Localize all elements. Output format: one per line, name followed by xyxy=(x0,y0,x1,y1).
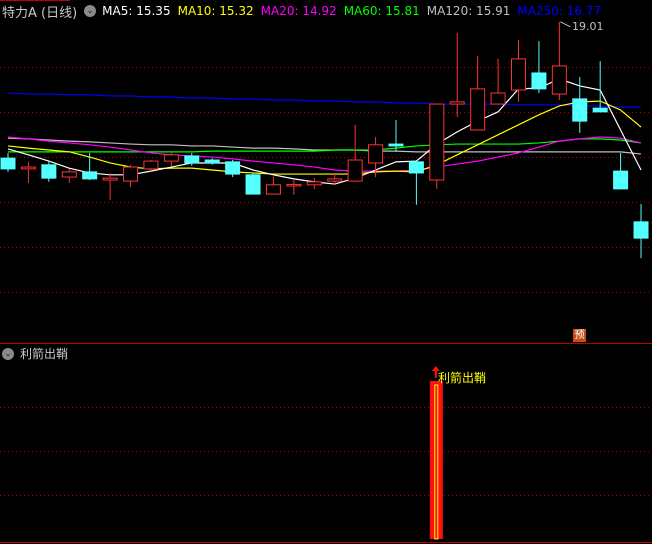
candle xyxy=(572,77,588,133)
candle-body xyxy=(102,177,118,181)
candle-body xyxy=(286,183,302,187)
candle xyxy=(0,152,16,172)
candle-body xyxy=(490,92,506,105)
candle xyxy=(511,40,526,102)
candle-body xyxy=(184,155,200,164)
ma10-label: MA10: 15.32 xyxy=(177,4,254,18)
candle-body xyxy=(143,160,159,170)
candle xyxy=(490,58,506,105)
candle-body xyxy=(592,107,608,113)
ma5-label: MA5: 15.35 xyxy=(102,4,171,18)
ma250-label: MA250: 16.77 xyxy=(517,4,602,18)
candle-body xyxy=(61,171,77,178)
candle-body xyxy=(82,171,98,180)
candle-body xyxy=(163,154,179,162)
candle xyxy=(286,180,302,195)
candle xyxy=(163,152,179,166)
candle xyxy=(123,164,139,188)
candle-body xyxy=(449,101,465,105)
ma120-label: MA120: 15.91 xyxy=(426,4,511,18)
forecast-badge[interactable]: 预 xyxy=(573,329,586,342)
signal-bar-inner xyxy=(434,384,439,540)
candle-body xyxy=(429,103,445,181)
candle-body xyxy=(0,157,16,170)
indicator-header: ⌄ 利箭出鞘 xyxy=(2,345,68,362)
candle xyxy=(633,204,649,259)
candle xyxy=(470,55,486,131)
candle xyxy=(368,137,384,178)
chevron-down-icon[interactable]: ⌄ xyxy=(84,5,97,17)
high-price-annotation: 19.01 xyxy=(572,20,604,33)
arrow-up-icon xyxy=(431,366,440,378)
candle xyxy=(429,103,445,189)
candle-body xyxy=(327,178,343,182)
candle-body xyxy=(347,159,363,182)
candle xyxy=(592,61,608,113)
candle xyxy=(102,172,118,200)
candle xyxy=(613,152,629,190)
candle-body xyxy=(245,174,261,195)
candle-body xyxy=(613,170,629,190)
candle xyxy=(225,160,241,178)
candle xyxy=(551,21,567,100)
candle xyxy=(82,152,98,180)
high-marker-pointer xyxy=(560,21,571,28)
ma20-label: MA20: 14.92 xyxy=(260,4,337,18)
chevron-down-icon[interactable]: ⌄ xyxy=(2,347,14,360)
indicator-title[interactable]: 利箭出鞘 xyxy=(20,347,69,361)
candle xyxy=(449,32,465,118)
candle-body xyxy=(572,98,588,122)
candle xyxy=(41,161,57,182)
signal-label: 利箭出鞘 xyxy=(438,371,487,385)
signal-bar xyxy=(429,381,443,539)
candle xyxy=(408,161,424,205)
candle xyxy=(204,158,220,165)
ma-line-ma10 xyxy=(7,100,642,175)
candle-body xyxy=(306,181,322,186)
candle-body xyxy=(41,164,57,179)
candle xyxy=(265,177,281,195)
candle xyxy=(306,178,322,189)
candle-body xyxy=(633,221,649,239)
ma60-label: MA60: 15.81 xyxy=(343,4,420,18)
candle-body xyxy=(511,58,526,91)
candle-body xyxy=(551,65,567,95)
candle-body xyxy=(204,159,220,164)
candle xyxy=(143,160,159,172)
candle-body xyxy=(123,166,139,182)
ma-line-ma60 xyxy=(8,138,642,153)
ma-line-ma20 xyxy=(7,136,642,172)
candle xyxy=(327,172,343,185)
candle xyxy=(20,161,36,183)
ma-line-ma250 xyxy=(7,92,642,108)
candle-body xyxy=(265,184,281,195)
candle-body xyxy=(408,161,424,174)
candle-body xyxy=(20,166,36,170)
candle xyxy=(184,152,200,166)
candle xyxy=(61,168,77,183)
candle-body xyxy=(368,144,384,164)
candle-body xyxy=(531,72,547,90)
candle-body xyxy=(225,161,241,175)
candle xyxy=(245,172,261,195)
candle xyxy=(388,120,404,152)
candle xyxy=(347,124,363,182)
candle-body xyxy=(388,143,404,147)
candle xyxy=(531,41,547,93)
stock-title[interactable]: 特力A (日线) xyxy=(2,5,78,21)
candle-body xyxy=(470,88,486,131)
main-chart-header: 特力A (日线) ⌄ MA5: 15.35 MA10: 15.32 MA20: … xyxy=(2,3,608,21)
